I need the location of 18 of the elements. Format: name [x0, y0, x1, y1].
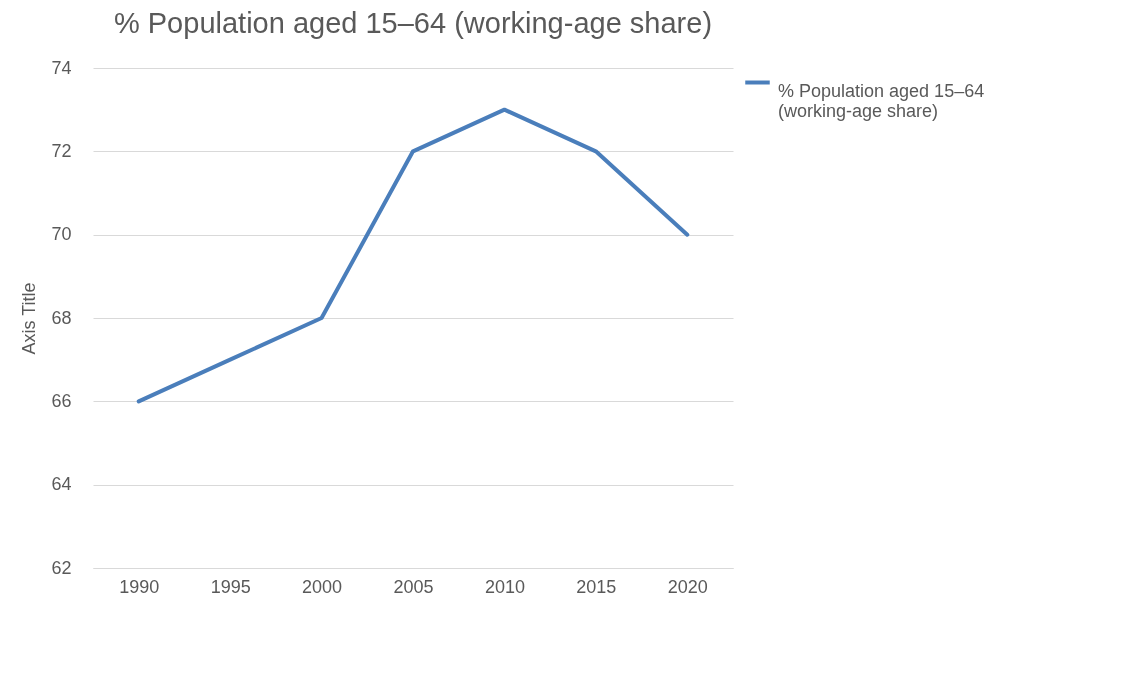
y-tick-label: 68 — [51, 307, 72, 328]
y-tick-label: 74 — [51, 57, 72, 78]
legend-label: % Population aged 15–64 (working-age share) — [778, 80, 985, 121]
x-tick-label: 2000 — [302, 576, 343, 597]
x-tick-label: 1995 — [210, 576, 251, 597]
y-tick-label: 70 — [51, 224, 72, 245]
y-axis-title: Axis Title — [19, 282, 40, 355]
x-tick-label: 2010 — [484, 576, 525, 597]
y-tick-label: 72 — [51, 140, 72, 161]
x-tick-label: 2015 — [576, 576, 617, 597]
y-tick-label: 64 — [51, 474, 72, 495]
chart-title: % Population aged 15–64 (working-age share) — [113, 7, 713, 39]
y-tick-label: 66 — [51, 390, 72, 411]
y-tick-label: 62 — [51, 557, 72, 578]
line-series — [136, 107, 690, 404]
x-tick-label: 2005 — [393, 576, 434, 597]
x-tick-label: 1990 — [119, 576, 160, 597]
x-tick-label: 2020 — [667, 576, 708, 597]
